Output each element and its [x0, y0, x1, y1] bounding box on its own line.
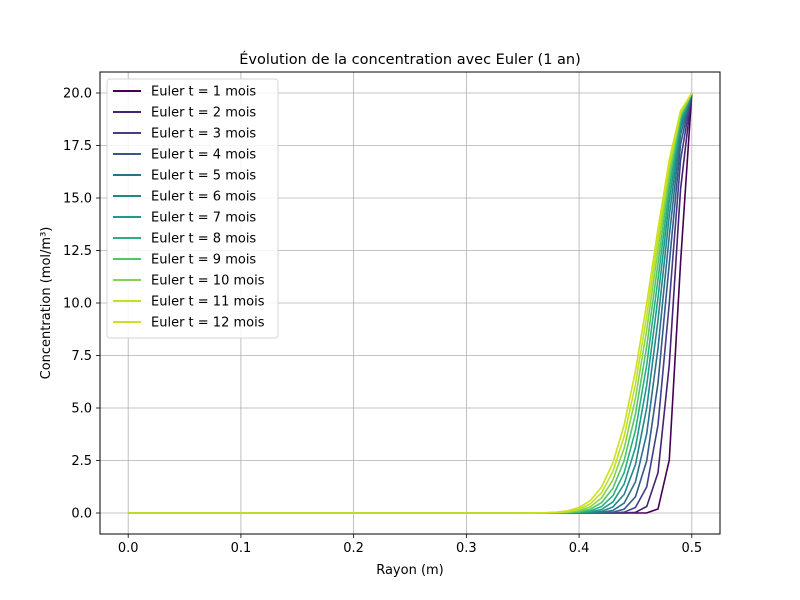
- y-tick-label: 12.5: [63, 244, 92, 259]
- x-tick-label: 0.0: [118, 541, 139, 556]
- chart-title: Évolution de la concentration avec Euler…: [239, 51, 581, 68]
- y-tick-label: 7.5: [71, 349, 92, 364]
- legend-label: Euler t = 1 mois: [151, 85, 256, 100]
- y-tick-label: 0.0: [71, 507, 92, 522]
- y-tick-label: 17.5: [63, 139, 92, 154]
- x-tick-label: 0.3: [456, 541, 477, 556]
- legend-label: Euler t = 2 mois: [151, 106, 256, 121]
- legend-label: Euler t = 3 mois: [151, 127, 256, 142]
- y-tick-label: 10.0: [63, 297, 92, 312]
- legend-label: Euler t = 5 mois: [151, 169, 256, 184]
- x-tick-label: 0.1: [231, 541, 252, 556]
- x-tick-label: 0.5: [681, 541, 702, 556]
- legend-label: Euler t = 10 mois: [151, 274, 265, 289]
- y-tick-label: 15.0: [63, 192, 92, 207]
- x-tick-label: 0.2: [343, 541, 364, 556]
- legend-label: Euler t = 12 mois: [151, 316, 265, 331]
- legend-label: Euler t = 11 mois: [151, 295, 265, 310]
- legend-label: Euler t = 7 mois: [151, 211, 256, 226]
- x-tick-label: 0.4: [569, 541, 590, 556]
- y-tick-label: 20.0: [63, 87, 92, 102]
- x-axis-label: Rayon (m): [376, 563, 444, 578]
- legend: Euler t = 1 mois Euler t = 2 mois Euler t …: [107, 79, 278, 338]
- legend-label: Euler t = 4 mois: [151, 148, 256, 163]
- legend-label: Euler t = 9 mois: [151, 253, 256, 268]
- y-tick-label: 5.0: [71, 402, 92, 417]
- y-axis-label: Concentration (mol/m³): [39, 227, 54, 380]
- legend-label: Euler t = 8 mois: [151, 232, 256, 247]
- legend-label: Euler t = 6 mois: [151, 190, 256, 205]
- y-tick-label: 2.5: [71, 454, 92, 469]
